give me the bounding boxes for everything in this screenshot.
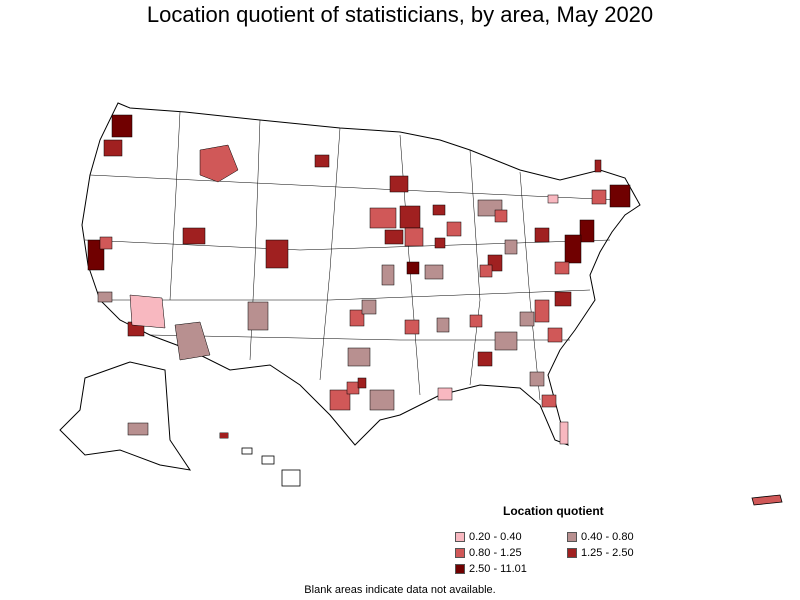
legend-label: 2.50 - 11.01 bbox=[469, 563, 527, 575]
legend-label: 0.20 - 0.40 bbox=[469, 531, 522, 543]
legend-title: Location quotient bbox=[503, 504, 604, 518]
legend-item-3: 1.25 - 2.50 bbox=[567, 546, 677, 560]
legend-label: 0.40 - 0.80 bbox=[581, 531, 634, 543]
legend-item-0: 0.20 - 0.40 bbox=[455, 530, 567, 544]
legend-swatch bbox=[567, 548, 577, 558]
legend: Location quotient 0.20 - 0.40 0.40 - 0.8… bbox=[455, 504, 675, 576]
map-title: Location quotient of statisticians, by a… bbox=[146, 2, 654, 27]
hawaii-metro bbox=[220, 433, 228, 438]
legend-item-2: 0.80 - 1.25 bbox=[455, 546, 567, 560]
puerto-rico bbox=[751, 494, 783, 506]
hawaii-islands bbox=[219, 432, 301, 487]
legend-item-4: 2.50 - 11.01 bbox=[455, 562, 567, 576]
metro-areas bbox=[87, 114, 631, 445]
legend-item-1: 0.40 - 0.80 bbox=[567, 530, 677, 544]
footnote: Blank areas indicate data not available. bbox=[304, 584, 496, 596]
legend-swatch bbox=[455, 564, 465, 574]
legend-swatch bbox=[567, 532, 577, 542]
legend-label: 1.25 - 2.50 bbox=[581, 547, 634, 559]
legend-swatch bbox=[455, 532, 465, 542]
legend-swatch bbox=[455, 548, 465, 558]
legend-label: 0.80 - 1.25 bbox=[469, 547, 522, 559]
alaska-outline bbox=[59, 361, 192, 471]
alaska-metro bbox=[127, 422, 149, 436]
